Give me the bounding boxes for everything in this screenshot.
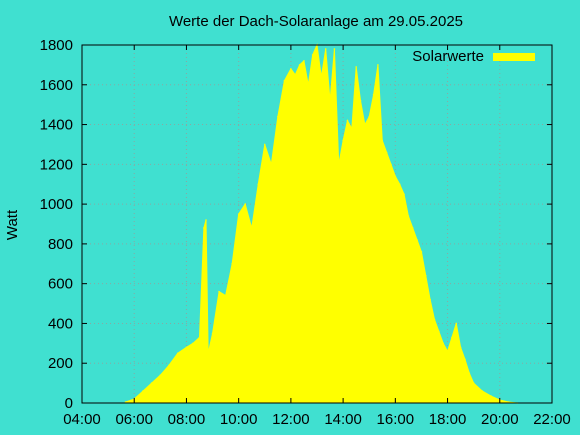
data-point bbox=[429, 298, 431, 301]
data-point bbox=[481, 390, 484, 392]
x-tick-label: 06:00 bbox=[115, 411, 153, 428]
x-tick-label: 10:00 bbox=[220, 411, 258, 428]
data-point bbox=[185, 346, 188, 349]
data-point bbox=[307, 83, 310, 86]
x-tick-label: 18:00 bbox=[429, 411, 467, 428]
data-point bbox=[459, 346, 462, 349]
data-point bbox=[277, 115, 279, 118]
x-tick-label: 04:00 bbox=[63, 411, 101, 428]
x-tick-label: 16:00 bbox=[377, 411, 415, 428]
data-point bbox=[324, 48, 327, 50]
plot-frame bbox=[81, 44, 553, 404]
y-tick-label: 600 bbox=[48, 276, 73, 293]
y-tick-label: 1200 bbox=[40, 156, 73, 173]
y-tick-label: 1600 bbox=[40, 77, 73, 94]
y-axis-label: Watt bbox=[4, 209, 21, 240]
data-point bbox=[303, 60, 305, 62]
data-point bbox=[211, 332, 214, 335]
data-point bbox=[168, 364, 170, 367]
data-point bbox=[320, 76, 323, 78]
data-point bbox=[231, 262, 233, 265]
data-point bbox=[257, 183, 260, 186]
data-point bbox=[250, 227, 253, 229]
y-tick-label: 1800 bbox=[40, 37, 73, 54]
data-point bbox=[329, 99, 331, 102]
data-point bbox=[270, 163, 273, 166]
data-point bbox=[468, 372, 471, 374]
data-point bbox=[416, 239, 418, 241]
data-point bbox=[368, 115, 371, 118]
data-point bbox=[192, 342, 194, 345]
data-point bbox=[346, 119, 349, 122]
data-point bbox=[311, 54, 314, 56]
legend-label: Solarwerte bbox=[412, 48, 484, 65]
data-point bbox=[351, 127, 353, 130]
data-point bbox=[490, 395, 492, 397]
data-point bbox=[424, 274, 427, 277]
x-tick-label: 22:00 bbox=[533, 411, 571, 428]
y-tick-label: 1400 bbox=[40, 117, 73, 134]
data-point bbox=[342, 139, 344, 142]
x-tick-label: 14:00 bbox=[324, 411, 362, 428]
legend: Solarwerte bbox=[412, 48, 535, 65]
data-point bbox=[446, 350, 449, 353]
data-point bbox=[237, 213, 240, 215]
data-point bbox=[283, 80, 286, 82]
data-point bbox=[150, 382, 153, 384]
data-point bbox=[359, 99, 362, 102]
data-point bbox=[364, 123, 366, 126]
data-point bbox=[507, 401, 510, 403]
data-point bbox=[372, 93, 375, 96]
data-point bbox=[390, 163, 392, 166]
data-point bbox=[442, 342, 445, 345]
data-point bbox=[394, 175, 397, 178]
data-point bbox=[198, 336, 201, 339]
data-point bbox=[403, 193, 405, 195]
data-point bbox=[455, 322, 458, 325]
legend-swatch bbox=[493, 53, 535, 61]
x-tick-label: 08:00 bbox=[168, 411, 206, 428]
y-tick-label: 800 bbox=[48, 236, 73, 253]
data-point bbox=[411, 227, 414, 229]
data-point bbox=[290, 68, 292, 70]
data-point bbox=[333, 48, 336, 50]
data-point bbox=[420, 251, 423, 253]
data-point bbox=[472, 382, 475, 384]
data-point bbox=[124, 401, 127, 403]
data-point bbox=[337, 163, 340, 166]
data-point bbox=[407, 215, 410, 217]
data-point bbox=[377, 64, 379, 66]
axis-ticks: 04:00 06:00 08:00 10:00 12:00 14:00 16:00 18:00… bbox=[40, 37, 571, 428]
data-point bbox=[207, 352, 210, 355]
data-point bbox=[218, 290, 220, 293]
data-point bbox=[381, 139, 384, 142]
data-point bbox=[142, 390, 144, 392]
data-point bbox=[451, 336, 453, 339]
data-point bbox=[298, 64, 301, 66]
data-point bbox=[205, 219, 207, 221]
data-point bbox=[159, 374, 162, 376]
data-point bbox=[385, 151, 388, 154]
data-point bbox=[433, 318, 436, 321]
data-point bbox=[294, 74, 297, 76]
data-point bbox=[355, 66, 357, 68]
x-tick-label: 20:00 bbox=[481, 411, 519, 428]
data-point bbox=[224, 294, 227, 297]
data-point bbox=[263, 143, 266, 146]
data-point bbox=[438, 330, 440, 333]
data-point bbox=[203, 227, 205, 229]
x-tick-label: 12:00 bbox=[272, 411, 310, 428]
data-point bbox=[464, 358, 466, 361]
chart-title: Werte der Dach-Solaranlage am 29.05.2025 bbox=[169, 13, 463, 30]
data-point bbox=[176, 352, 179, 355]
y-tick-label: 1000 bbox=[40, 196, 73, 213]
data-point bbox=[244, 203, 246, 205]
y-tick-label: 200 bbox=[48, 355, 73, 372]
data-point bbox=[398, 183, 401, 186]
y-tick-label: 0 bbox=[65, 395, 73, 412]
y-tick-label: 400 bbox=[48, 315, 73, 332]
